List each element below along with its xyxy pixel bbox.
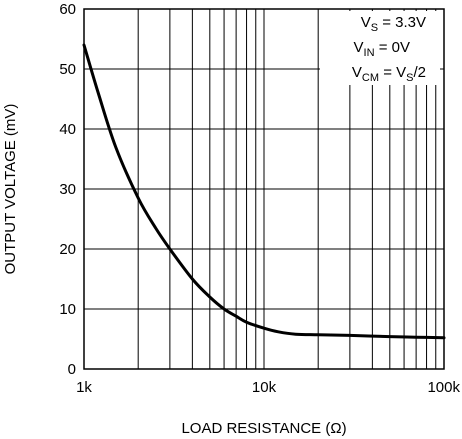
plot-frame: [83, 8, 445, 370]
y-tick-label: 0: [68, 361, 76, 378]
series-layer: [82, 43, 446, 340]
annotation-supply-voltage: VS = 3.3V: [361, 14, 426, 34]
grid: [83, 8, 444, 370]
x-tick-label: 100k: [427, 379, 460, 396]
y-tick-label: 60: [59, 1, 76, 18]
annotation-background: [320, 11, 440, 85]
x-axis-label: LOAD RESISTANCE (Ω): [181, 420, 346, 437]
y-tick-label: 20: [59, 241, 76, 258]
x-tick-label: 10k: [252, 379, 277, 396]
y-tick-label: 10: [59, 301, 76, 318]
annotation-common-mode-voltage: VCM = VS/2: [352, 64, 426, 84]
x-tick-label: 1k: [76, 379, 92, 396]
output-voltage-curve: [82, 43, 446, 340]
y-tick-label: 40: [59, 121, 76, 138]
annotation-input-voltage: VIN = 0V: [354, 39, 410, 59]
x-axis-ticks: 1k 10k 100k: [76, 379, 460, 396]
y-axis-label: OUTPUT VOLTAGE (mV): [2, 104, 19, 275]
y-tick-label: 50: [59, 61, 76, 78]
y-axis-ticks: 0 10 20 30 40 50 60: [59, 1, 76, 378]
y-tick-label: 30: [59, 181, 76, 198]
